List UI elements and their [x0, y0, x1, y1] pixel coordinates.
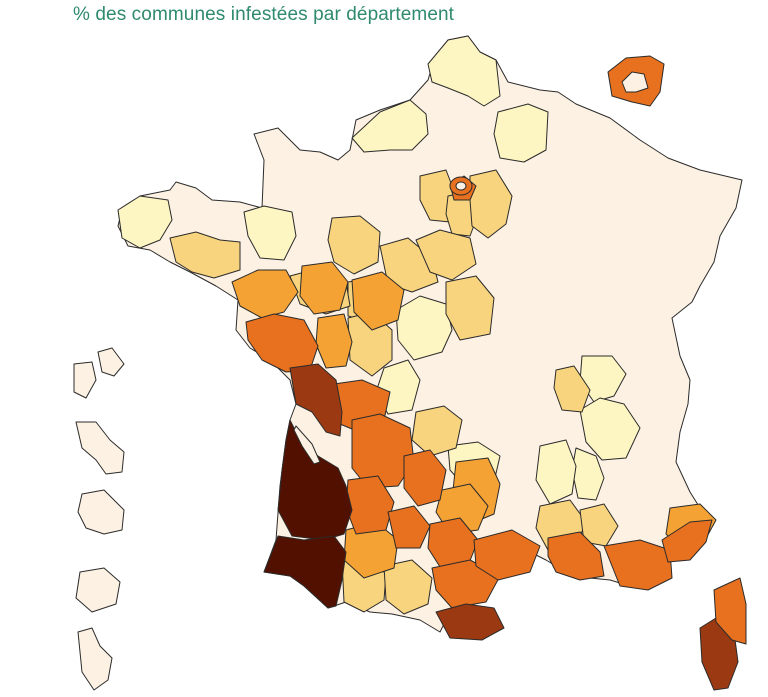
- dept-tarn-garonne: [387, 505, 431, 549]
- dept-landes: [263, 535, 347, 609]
- dept-isere: [579, 397, 641, 461]
- dept-indre-loire-med: [351, 271, 405, 331]
- dept-marne: [493, 103, 549, 163]
- overseas-mayotte: [77, 627, 113, 691]
- dept-corse-du-sud: [713, 577, 747, 645]
- dept-ain-low: [553, 365, 591, 413]
- overseas-guadeloupe: [73, 347, 125, 399]
- dept-mayenne: [243, 205, 297, 261]
- overseas-reunion: [75, 567, 121, 613]
- dept-indre: [395, 295, 453, 361]
- overseas-guyane: [77, 489, 125, 535]
- dept-aude: [431, 559, 501, 609]
- dept-finistere: [117, 195, 173, 249]
- dept-var: [603, 539, 673, 591]
- dept-nord: [427, 35, 501, 107]
- dept-correze: [411, 405, 463, 457]
- dept-pyrenees-orientales: [435, 603, 505, 641]
- gironde-estuary: [293, 425, 321, 465]
- overseas-martinique: [75, 421, 125, 475]
- dept-lot: [403, 449, 447, 507]
- dept-maine-loire: [299, 261, 349, 315]
- dept-seine-maritime: [351, 99, 429, 153]
- dept-paris: [455, 181, 467, 191]
- dept-herault: [473, 529, 541, 581]
- dept-loiret: [415, 229, 477, 281]
- dept-bouches-rhone: [547, 531, 605, 581]
- dept-cher: [445, 275, 495, 341]
- dept-seine-marne: [469, 169, 513, 239]
- dept-ille-vilaine: [231, 269, 299, 319]
- map-title: % des communes infestées par département: [73, 4, 455, 25]
- dept-alpes-maritimes: [661, 519, 713, 563]
- dept-gers: [383, 559, 433, 615]
- dept-cotes-armor: [169, 231, 241, 279]
- dept-ardeche: [535, 439, 577, 505]
- dept-sarthe: [327, 215, 381, 275]
- dept-gironde: [277, 419, 353, 541]
- dept-charente-maritime: [289, 363, 343, 437]
- inset-idf-hole: [621, 71, 649, 93]
